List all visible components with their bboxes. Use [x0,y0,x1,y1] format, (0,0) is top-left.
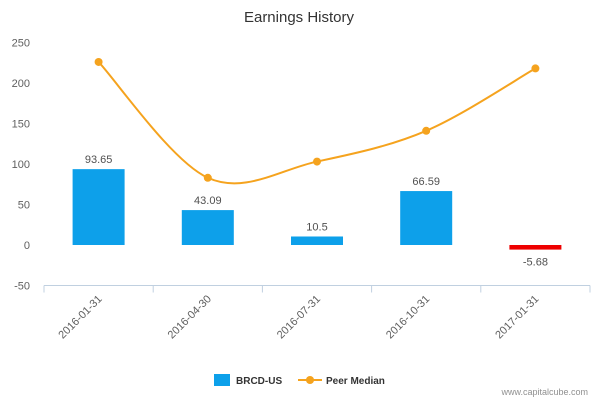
peer-median-point-2016-07-31[interactable] [313,157,321,166]
y-tick-label: 250 [12,38,30,50]
bar-data-label: 43.09 [194,195,222,207]
y-tick-label: 200 [12,78,30,90]
x-tick-label: 2016-07-31 [275,293,323,341]
bar-2016-10-31[interactable] [400,191,453,245]
y-tick-label: 100 [12,159,30,171]
y-tick-label: 50 [18,200,30,212]
x-tick-label: 2017-01-31 [493,293,541,341]
y-tick-label: -50 [14,281,30,293]
x-tick-label: 2016-04-30 [166,293,214,341]
credit-text: www.capitalcube.com [500,387,588,397]
x-tick-label: 2016-10-31 [384,293,432,341]
bar-data-label: 93.65 [85,154,113,166]
peer-median-point-2016-01-31[interactable] [94,57,103,66]
y-axis: -50 0 50 100 150 200 250 [12,38,30,293]
legend-swatch-brcd-us [214,374,230,386]
bar-data-label: 66.59 [412,176,440,188]
legend-label-peer-median[interactable]: Peer Median [326,376,385,387]
y-tick-label: 0 [24,240,30,252]
bar-2017-01-31[interactable] [509,245,562,250]
bar-data-labels: 93.65 43.09 10.5 66.59 -5.68 [85,154,548,268]
bar-data-label: -5.68 [523,257,548,269]
peer-median-point-2016-10-31[interactable] [422,126,431,135]
peer-median-point-2016-04-30[interactable] [203,173,212,182]
line-series [94,57,540,185]
bar-2016-01-31[interactable] [72,169,125,245]
legend-label-brcd-us[interactable]: BRCD-US [236,376,282,387]
x-axis: 2016-01-31 2016-04-30 2016-07-31 2016-10-31… [43,285,591,341]
bar-2016-04-30[interactable] [181,210,234,245]
legend: BRCD-US Peer Median [214,374,385,387]
legend-swatch-peer-median-marker [306,376,314,384]
bar-data-label: 10.5 [306,221,327,233]
bar-2016-07-31[interactable] [291,236,343,245]
chart-title: Earnings History [244,9,355,26]
x-tick-label: 2016-01-31 [56,293,104,341]
bar-series [72,169,562,250]
y-tick-label: 150 [12,119,30,131]
peer-median-point-2017-01-31[interactable] [531,64,540,73]
